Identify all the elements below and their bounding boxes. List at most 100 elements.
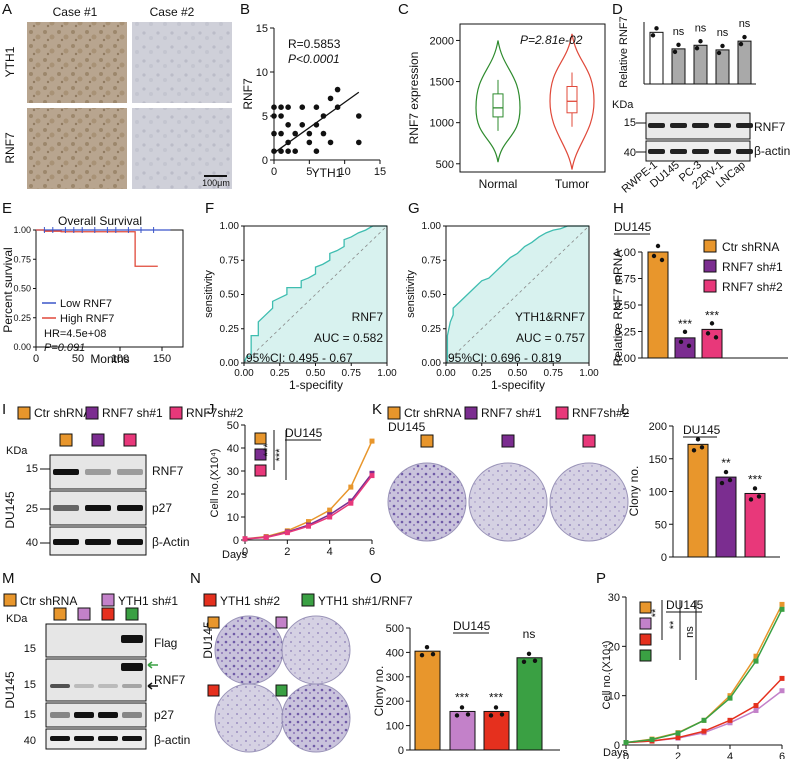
g-y-tick-label: 1.00 bbox=[422, 221, 442, 232]
d-bar-point bbox=[672, 49, 678, 55]
e-title: Overall Survival bbox=[58, 214, 142, 228]
panel-label-I: I bbox=[2, 401, 6, 418]
i-row-label: β-Actin bbox=[152, 535, 190, 549]
j-marker bbox=[242, 536, 248, 542]
h-bar-2 bbox=[701, 328, 723, 359]
d-bar-DU145 bbox=[671, 48, 686, 85]
d-sig: ns bbox=[673, 26, 685, 38]
d-bar-point bbox=[694, 46, 700, 51]
i-band-p27 bbox=[85, 505, 111, 511]
k-legend-label: RNF7 sh#1 bbox=[481, 406, 542, 420]
i-mw: 40 bbox=[26, 537, 38, 549]
h-point bbox=[651, 253, 657, 259]
ihc-yth1-case2 bbox=[132, 22, 232, 103]
p-legend-swatch bbox=[639, 649, 652, 662]
l-point bbox=[695, 437, 701, 442]
h-legend-swatch bbox=[703, 279, 717, 293]
h-point bbox=[678, 339, 684, 345]
b-p-text: P<0.0001 bbox=[288, 52, 340, 66]
l-point bbox=[752, 486, 758, 491]
h-point bbox=[682, 329, 688, 335]
panel-label-P: P bbox=[596, 570, 606, 587]
j-cell-label: DU145 bbox=[285, 426, 323, 440]
o-point bbox=[493, 705, 499, 710]
b-y-label: RNF7 bbox=[241, 78, 255, 110]
panel-label-G: G bbox=[408, 200, 420, 217]
m-legend-swatch bbox=[3, 593, 17, 607]
n-plate-swatch bbox=[275, 684, 288, 697]
h-cell-label: DU145 bbox=[614, 220, 652, 234]
i-band-actin bbox=[53, 539, 79, 545]
l-y-label: Clony no. bbox=[627, 466, 641, 517]
b-scatter-point bbox=[299, 104, 306, 110]
b-scatter-point bbox=[313, 148, 320, 154]
l-point bbox=[719, 480, 725, 486]
panel-label-J: J bbox=[207, 401, 215, 418]
b-y-tick-label: 15 bbox=[256, 23, 268, 35]
p-marker bbox=[701, 728, 707, 734]
i-kda: KDa bbox=[6, 445, 28, 457]
g-x-tick-label: 0.75 bbox=[544, 368, 564, 379]
m-legend-label: Ctr shRNA bbox=[20, 594, 77, 608]
f-x-tick-label: 0.25 bbox=[270, 368, 290, 379]
c-y-tick-label: 1000 bbox=[430, 118, 454, 130]
j-y-tick-label: 30 bbox=[227, 466, 239, 478]
b-scatter-point bbox=[320, 130, 327, 137]
d-band-rnf7 bbox=[714, 123, 731, 128]
i-band-rnf7 bbox=[53, 469, 79, 475]
h-point bbox=[709, 321, 715, 326]
p-marker bbox=[623, 740, 629, 746]
m-kda: KDa bbox=[6, 613, 28, 625]
h-point bbox=[655, 243, 661, 249]
n-plate-swatch bbox=[207, 616, 220, 629]
panel-label-H: H bbox=[613, 200, 624, 217]
i-band-actin bbox=[117, 539, 143, 545]
p-x-tick-label: 6 bbox=[779, 751, 785, 759]
i-band-p27 bbox=[117, 505, 143, 511]
k-plate-swatch bbox=[582, 434, 596, 448]
m-blot-p27 bbox=[45, 702, 147, 728]
f-y-label: sensitivity bbox=[203, 270, 215, 318]
n-colony-plate-ctr bbox=[214, 615, 284, 685]
g-x-tick-label: 0.00 bbox=[436, 368, 456, 379]
b-scatter-point bbox=[285, 122, 291, 128]
m-band-flag bbox=[121, 635, 143, 643]
i-legend-label: Ctr shRNA bbox=[34, 406, 91, 420]
g-y-label: sensitivity bbox=[405, 270, 417, 318]
b-x-tick-label: 5 bbox=[306, 166, 312, 178]
g-x-tick-label: 0.25 bbox=[472, 368, 492, 379]
h-point bbox=[659, 257, 665, 263]
l-cell-label: DU145 bbox=[683, 423, 721, 437]
h-legend-label: Ctr shRNA bbox=[722, 240, 779, 254]
e-y-tick-label: 1.00 bbox=[13, 225, 31, 235]
h-bar-1 bbox=[674, 337, 696, 359]
j-sig: *** bbox=[262, 443, 274, 457]
j-y-tick-label: 50 bbox=[227, 420, 239, 432]
b-x-label: YTH1 bbox=[312, 166, 343, 180]
j-marker bbox=[306, 523, 311, 529]
c-group-label: Tumor bbox=[555, 177, 589, 191]
n-colony-plate-sh2 bbox=[214, 683, 284, 753]
d-kda: KDa bbox=[612, 99, 634, 111]
i-lane-swatch bbox=[123, 433, 137, 447]
m-band-p27 bbox=[98, 712, 118, 718]
h-legend-swatch bbox=[703, 259, 717, 273]
p-marker bbox=[675, 730, 681, 736]
h-y-label: Relative RNF7 mRNA bbox=[611, 250, 625, 367]
b-scatter-point bbox=[271, 104, 277, 110]
d-bar-point bbox=[738, 41, 744, 47]
i-legend-swatch bbox=[85, 406, 99, 420]
l-sig: ** bbox=[721, 456, 731, 470]
p-x-label: Days bbox=[603, 747, 629, 759]
n-legend-label: YTH1 sh#1/RNF7 bbox=[318, 594, 413, 608]
i-band-rnf7 bbox=[85, 469, 111, 475]
o-sig: ns bbox=[523, 627, 536, 641]
f-y-tick-label: 0.50 bbox=[220, 290, 240, 301]
panel-label-K: K bbox=[372, 401, 382, 418]
j-marker bbox=[348, 484, 354, 490]
d-band-actin bbox=[736, 149, 753, 154]
o-point bbox=[424, 644, 430, 650]
d-band-actin bbox=[714, 149, 731, 154]
m-arrow-endogenous bbox=[147, 682, 158, 690]
g-roc-name: YTH1&RNF7 bbox=[515, 310, 585, 324]
